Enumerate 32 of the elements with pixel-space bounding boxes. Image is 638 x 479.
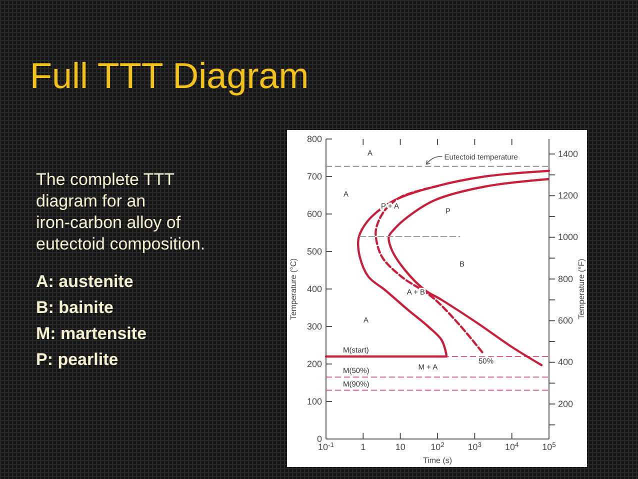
x-tick-label: 10$^{5}$ [542,442,556,452]
y-tick-label: 500 [306,246,322,256]
y-axis-title: Temperature (°C) [289,258,298,320]
y2-tick-label: 800 [558,274,574,284]
text: A: austenite [36,272,134,291]
y2-tick-label: 200 [558,398,574,409]
y-tick-label: 800 [306,134,322,144]
y-tick-label: 100 [306,396,322,406]
y2-tick-label: 1000 [558,232,578,242]
y2-tick-label: 600 [558,316,574,326]
y-tick-label: 600 [306,208,322,219]
x-tick-label: 10$^{2}$ [430,442,445,452]
x-tick-label: 10 [395,442,406,452]
x-tick-label: 10$^{-1}$ [318,442,334,452]
x-axis-title: Time (s) [422,456,452,465]
y-tick-label: 400 [306,284,322,294]
y2-tick-label: 400 [558,357,574,368]
x-tick-label: 10$^{3}$ [468,442,482,452]
y-tick-label: 700 [306,171,322,182]
y2-tick-label: 1400 [558,148,578,159]
x-tick-label: 10$^{4}$ [504,442,519,452]
text: M: martensite [36,324,147,343]
text: P: pearlite [36,350,118,369]
text: B: bainite [36,298,114,317]
x-tick-label: 1 [360,442,366,452]
y-tick-label: 0 [316,434,322,444]
y-tick-label: 200 [306,358,322,369]
y-tick-label: 300 [306,321,322,332]
text: The complete TTT diagram for an iron-carbon alloy of eutectoid composition. [36,170,206,254]
chart-title: Full TTT Diagram [30,55,309,96]
y2-tick-label: 1200 [558,190,578,201]
y2-axis-title: Temperature (°F) [577,258,586,320]
